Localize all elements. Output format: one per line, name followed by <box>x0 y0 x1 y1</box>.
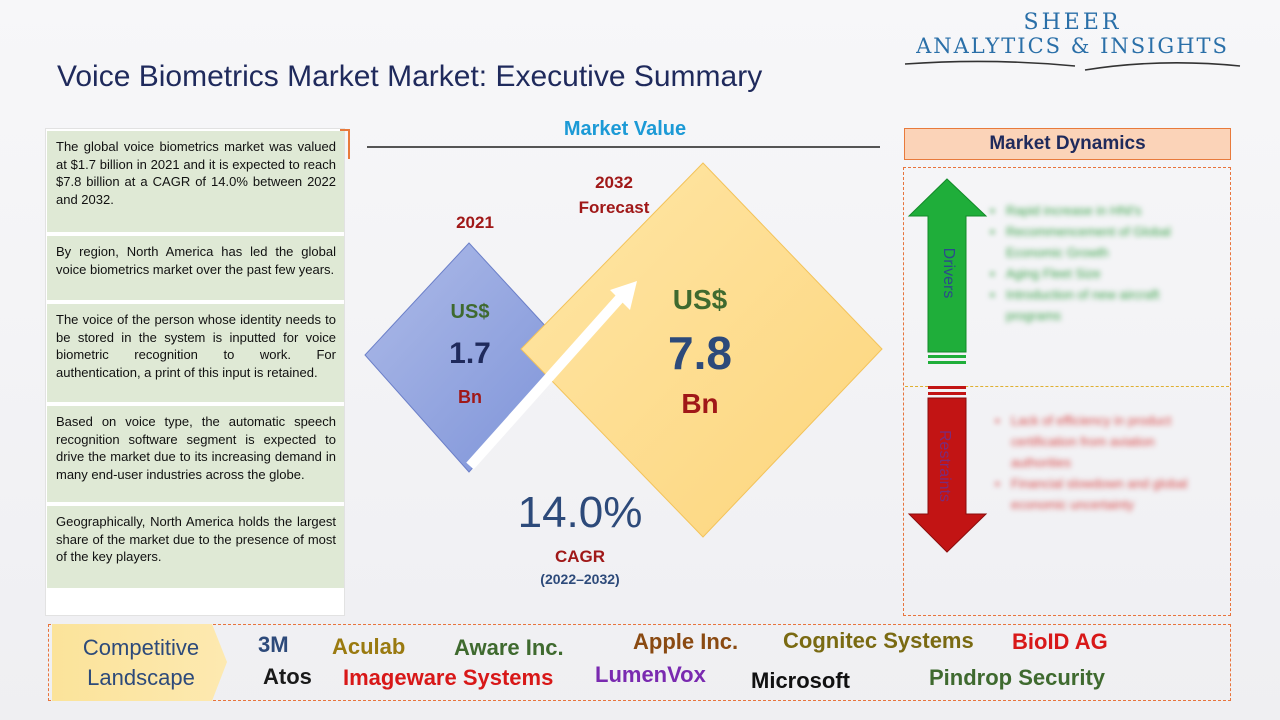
restraints-label: Restraints <box>936 429 953 503</box>
page-title: Voice Biometrics Market Market: Executiv… <box>57 60 763 93</box>
restraint-item: Lack of efficiency in product certificat… <box>995 410 1215 473</box>
value-2021-amount: 1.7 <box>449 337 491 370</box>
restraints-list: Lack of efficiency in product certificat… <box>995 410 1215 515</box>
driver-item: Aging Fleet Size <box>990 263 1215 284</box>
value-2032-currency: US$ <box>672 284 728 315</box>
company-name: Aware Inc. <box>454 635 564 660</box>
company-name: Pindrop Security <box>929 665 1106 690</box>
logo-line-2: ANALYTICS & INSIGHTS <box>916 34 1229 58</box>
diamond-2032 <box>520 162 883 538</box>
competitive-landscape-box <box>48 624 1231 701</box>
competitive-label-line2: Landscape <box>87 665 195 690</box>
drivers-up-arrow-icon <box>907 178 988 364</box>
company-name: Imageware Systems <box>343 665 554 690</box>
logo-line-1: SHEER <box>1023 10 1122 35</box>
summary-text: Based on voice type, the automatic speec… <box>56 414 336 482</box>
company-name: LumenVox <box>595 662 706 687</box>
summary-item: Based on voice type, the automatic speec… <box>47 406 344 502</box>
company-name: Atos <box>263 664 312 689</box>
driver-item: Rapid increase in HNI's <box>990 200 1215 221</box>
company-name: Cognitec Systems <box>783 628 974 653</box>
company-name: Aculab <box>332 634 406 659</box>
value-2032-amount: 7.8 <box>668 327 732 379</box>
market-dynamics-separator <box>905 386 1229 387</box>
value-2021-currency: US$ <box>450 301 490 323</box>
company-logo: SHEER ANALYTICS & INSIGHTS <box>900 8 1245 71</box>
company-name: 3M <box>258 632 289 657</box>
summary-item: By region, North America has led the glo… <box>47 236 344 300</box>
drivers-label: Drivers <box>940 247 957 299</box>
restraints-down-arrow-icon <box>907 386 988 553</box>
market-dynamics-heading: Market Dynamics <box>904 128 1231 160</box>
summary-panel: The global voice biometrics market was v… <box>45 128 350 616</box>
summary-text: The voice of the person whose identity n… <box>56 312 336 380</box>
year-2032-forecast: Forecast <box>578 198 650 217</box>
cagr-label: CAGR <box>554 547 606 566</box>
year-2021-label: 2021 <box>456 213 494 232</box>
summary-accent <box>340 129 350 159</box>
market-value-heading: Market Value <box>563 118 687 140</box>
driver-item: Recommencement of Global Economic Growth <box>990 221 1215 263</box>
summary-item: The global voice biometrics market was v… <box>47 131 344 232</box>
competitive-label-line1: Competitive <box>82 635 200 660</box>
diamond-2021 <box>364 242 573 473</box>
growth-arrow-shaft <box>466 294 624 470</box>
competitive-landscape-tab <box>52 624 227 701</box>
summary-text: The global voice biometrics market was v… <box>56 139 336 207</box>
growth-arrow-head <box>610 281 637 310</box>
logo-swoosh <box>904 60 1241 71</box>
year-2032-year: 2032 <box>595 173 633 192</box>
company-name: BioID AG <box>1012 629 1108 654</box>
company-name: Microsoft <box>751 668 850 693</box>
summary-item: The voice of the person whose identity n… <box>47 304 344 402</box>
value-2032-unit: Bn <box>681 388 719 419</box>
driver-item: Introduction of new aircraft programs <box>990 284 1215 326</box>
company-name: Apple Inc. <box>633 629 739 654</box>
restraint-item: Financial slowdown and global economic u… <box>995 473 1215 515</box>
cagr-value: 14.0% <box>517 488 643 537</box>
market-dynamics-box <box>903 167 1231 616</box>
year-2032-label: 2032 Forecast <box>560 170 668 220</box>
summary-item: Geographically, North America holds the … <box>47 506 344 588</box>
market-value-divider <box>367 146 880 148</box>
value-2021-unit: Bn <box>458 387 482 407</box>
summary-text: Geographically, North America holds the … <box>56 514 336 564</box>
cagr-period: (2022–2032) <box>540 571 620 587</box>
drivers-list: Rapid increase in HNI's Recommencement o… <box>990 200 1215 326</box>
competitive-landscape-label: Competitive Landscape <box>56 633 226 693</box>
summary-text: By region, North America has led the glo… <box>56 244 336 277</box>
